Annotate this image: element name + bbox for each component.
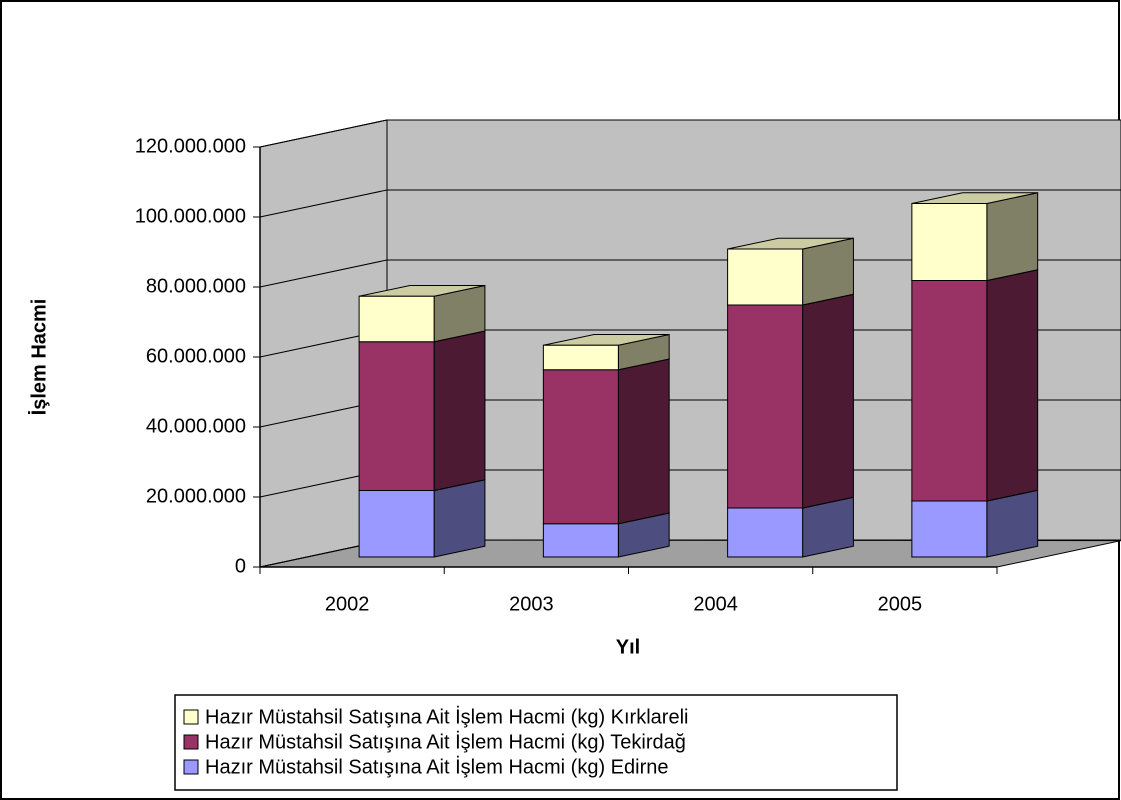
y-tick-label: 40.000.000 bbox=[146, 415, 246, 437]
bar bbox=[727, 304, 804, 509]
bar bbox=[358, 295, 435, 343]
bar bbox=[542, 369, 619, 525]
bar bbox=[542, 523, 619, 558]
y-tick-label: 60.000.000 bbox=[146, 345, 246, 367]
y-axis-title: İşlem Hacmi bbox=[27, 299, 50, 416]
bar-side bbox=[986, 192, 1039, 282]
x-axis-title: Yıl bbox=[616, 636, 640, 658]
y-tick-label: 0 bbox=[235, 555, 246, 577]
x-tick-label: 2003 bbox=[509, 593, 554, 615]
bar bbox=[727, 248, 804, 306]
legend bbox=[174, 694, 898, 791]
bar bbox=[911, 280, 988, 502]
bar-side bbox=[986, 489, 1039, 558]
legend-swatch bbox=[183, 709, 199, 725]
legend-label: Hazır Müstahsil Satışına Ait İşlem Hacmi… bbox=[205, 705, 688, 728]
legend-swatch bbox=[183, 734, 199, 750]
plot-area bbox=[253, 119, 1121, 574]
x-tick-label: 2004 bbox=[693, 593, 738, 615]
bar-side bbox=[802, 293, 854, 509]
bar-side bbox=[802, 237, 854, 306]
y-tick-label: 20.000.000 bbox=[146, 485, 246, 507]
grid-line bbox=[259, 119, 1121, 148]
bar-side bbox=[617, 358, 670, 525]
bar bbox=[727, 507, 804, 558]
y-tick-label: 120.000.000 bbox=[135, 135, 246, 157]
bar-side bbox=[986, 269, 1039, 502]
y-tick-label: 80.000.000 bbox=[146, 275, 246, 297]
bar bbox=[911, 500, 988, 558]
bar bbox=[542, 344, 619, 371]
bar bbox=[911, 203, 988, 282]
x-tick-label: 2005 bbox=[878, 593, 923, 615]
y-tick-label: 100.000.000 bbox=[135, 205, 246, 227]
grid-line bbox=[259, 259, 1121, 288]
grid-line bbox=[259, 189, 1121, 218]
bar-side bbox=[433, 479, 486, 558]
legend-label: Hazır Müstahsil Satışına Ait İşlem Hacmi… bbox=[205, 755, 668, 778]
x-tick-label: 2002 bbox=[325, 593, 370, 615]
bar bbox=[358, 490, 435, 558]
bar bbox=[358, 341, 435, 492]
bar-side bbox=[433, 330, 486, 492]
legend-swatch bbox=[183, 759, 199, 775]
legend-label: Hazır Müstahsil Satışına Ait İşlem Hacmi… bbox=[205, 730, 686, 753]
